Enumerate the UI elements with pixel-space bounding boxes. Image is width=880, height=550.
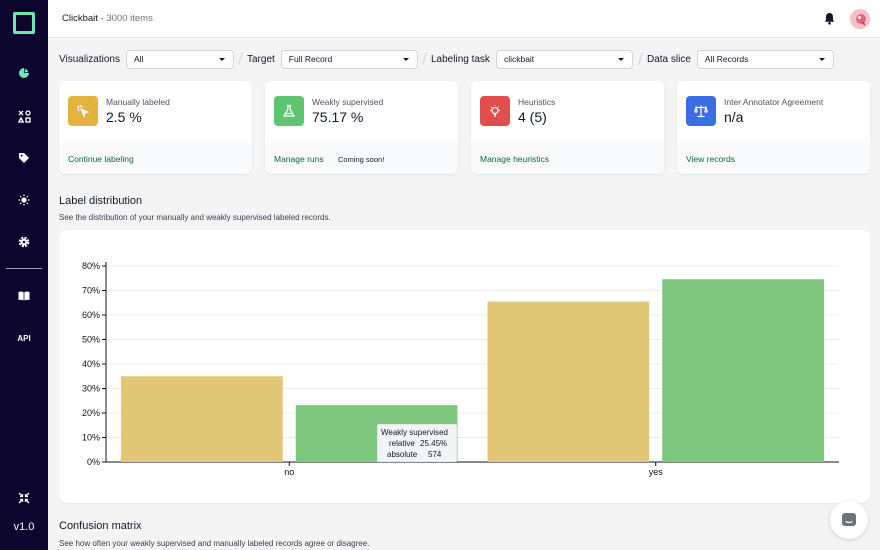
user-avatar[interactable] [850,9,870,29]
labeling-task-filter: Labeling task clickbait [431,49,633,69]
labeling-task-value: clickbait [503,53,535,64]
labeling-task-label: Labeling task [431,53,490,65]
project-name: Clickbait [62,13,98,24]
label-distribution-title: Label distribution [59,195,143,207]
overview-pie-icon[interactable] [0,63,48,83]
y-tick-label: 40% [82,359,100,369]
y-tick-label: 10% [82,433,100,443]
confusion-matrix-subtitle: See how often your weakly supervised and… [59,539,370,548]
card-label: Manually labeled [106,97,170,107]
bar-yes-series-1 [662,279,824,462]
target-label: Target [247,53,275,65]
y-tick-label: 70% [82,286,100,296]
flask-icon [274,96,304,126]
visualizations-label: Visualizations [59,53,120,65]
labeling-shapes-icon[interactable] [0,106,48,126]
weakly-supervised-card: Weakly supervised 75.17 % Manage runs Co… [265,81,458,174]
bar-yes-series-0 [487,301,650,462]
chevron-down-icon [818,57,825,61]
card-value: 2.5 % [106,109,142,125]
chevron-down-icon [218,57,225,61]
filter-separator [238,52,243,65]
target-select[interactable]: Full Record [280,49,418,69]
visualizations-value: All [133,53,144,64]
chart-tooltip: Weakly supervised relative 25.45% absolu… [377,424,457,462]
data-slice-select[interactable]: All Records [696,49,834,69]
item-count: - 3000 items [97,13,153,24]
sidebar: API v1.0 [0,0,48,550]
view-records-link[interactable]: View records [686,154,735,164]
collapse-arrows-icon[interactable] [0,488,48,508]
sidebar-divider [6,268,42,269]
visualizations-select[interactable]: All [125,49,234,69]
card-value: 75.17 % [312,109,364,125]
api-icon[interactable]: API [0,328,48,348]
tooltip-relative-label: relative [389,439,415,448]
top-header: Clickbait - 3000 items [48,0,880,38]
filter-separator [638,52,643,65]
y-tick-label: 50% [82,335,100,345]
chat-icon [842,513,856,526]
chat-support-button[interactable] [830,501,868,539]
visualizations-filter: Visualizations All [59,49,234,69]
data-slice-filter: Data slice All Records [647,49,834,69]
project-title: Clickbait - 3000 items [62,13,153,24]
label-distribution-subtitle: See the distribution of your manually an… [59,213,331,222]
target-value: Full Record [288,53,333,64]
y-tick-label: 80% [82,261,100,271]
y-tick-label: 0% [87,457,100,467]
card-value: 4 (5) [518,109,547,125]
continue-labeling-link[interactable]: Continue labeling [68,154,134,164]
coming-soon-note: Coming soon! [338,155,385,164]
tooltip-absolute-value: 574 [428,450,442,459]
chevron-down-icon [617,57,624,61]
heuristics-bulb-icon[interactable] [0,190,48,210]
data-slice-label: Data slice [647,53,691,65]
confusion-matrix-title: Confusion matrix [59,520,142,532]
tag-icon[interactable] [0,148,48,168]
y-tick-label: 30% [82,384,100,394]
card-footer: Manage heuristics [471,143,664,174]
manually-labeled-card: Manually labeled 2.5 % Continue labeling [59,81,252,174]
bar-chart: 0% 10% 20% 30% 40% 50% 60% 70% 80% no yes [82,261,839,477]
y-tick-label: 60% [82,310,100,320]
tooltip-series: Weakly supervised [381,428,448,437]
data-slice-value: All Records [704,53,749,64]
api-label: API [17,333,31,343]
label-distribution-chart: 0% 10% 20% 30% 40% 50% 60% 70% 80% no yes [59,230,870,503]
card-label: Weakly supervised [312,97,384,107]
card-label: Heuristics [518,97,556,107]
filter-separator [422,52,427,65]
card-footer: View records [677,143,870,174]
scale-icon [686,96,716,126]
card-footer: Continue labeling [59,143,252,174]
labeling-task-select[interactable]: clickbait [495,49,633,69]
card-footer: Manage runs Coming soon! [265,143,458,174]
manage-heuristics-link[interactable]: Manage heuristics [480,154,549,164]
bar-no-series-0 [121,376,283,462]
cursor-click-icon [68,96,98,126]
card-value: n/a [724,109,744,125]
settings-gear-icon[interactable] [0,232,48,252]
tooltip-absolute-label: absolute [387,450,418,459]
bulb-icon [480,96,510,126]
manage-runs-link[interactable]: Manage runs [274,154,324,164]
y-tick-label: 20% [82,408,100,418]
card-label: Inter Annotator Agreement [724,97,824,107]
docs-book-icon[interactable] [0,286,48,306]
version-label: v1.0 [13,521,35,533]
inter-annotator-card: Inter Annotator Agreement n/a View recor… [677,81,870,174]
heuristics-card: Heuristics 4 (5) Manage heuristics [471,81,664,174]
x-tick-label: no [284,467,294,477]
x-tick-label: yes [649,467,664,477]
target-filter: Target Full Record [247,49,418,69]
chevron-down-icon [402,57,409,61]
app-logo[interactable] [13,12,35,34]
tooltip-relative-value: 25.45% [420,439,448,448]
notification-bell-icon[interactable] [824,12,835,30]
